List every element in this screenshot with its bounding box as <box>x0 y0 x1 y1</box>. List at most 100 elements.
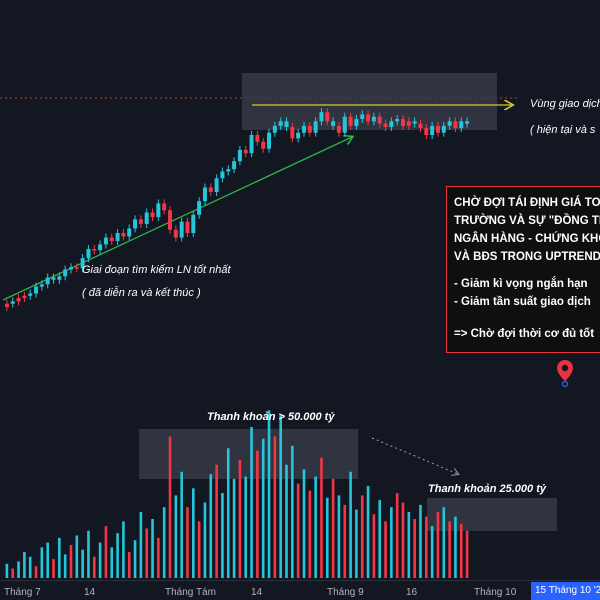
price-candle <box>191 214 196 234</box>
volume-bar <box>110 547 114 578</box>
volume-bar <box>285 464 288 578</box>
volume-bar <box>98 542 102 578</box>
volume-bar <box>459 523 463 578</box>
uptrend-arrow <box>2 137 352 301</box>
price-candle <box>144 212 149 224</box>
price-candle <box>4 303 9 308</box>
volume-bar <box>320 457 323 578</box>
volume-bar <box>186 507 189 578</box>
volume-bar <box>197 521 201 578</box>
volume-bar <box>419 504 422 578</box>
volume-bar <box>122 521 125 578</box>
volume-bar <box>430 526 434 578</box>
price-candle <box>68 267 73 270</box>
volume-bar <box>279 415 282 578</box>
x-tick: Tháng 10 <box>474 587 517 598</box>
volume-bar <box>267 410 271 578</box>
price-candle <box>371 116 376 122</box>
price-candle <box>354 119 359 126</box>
volume-bar <box>203 502 207 578</box>
price-candle <box>441 125 446 133</box>
volume-bar <box>162 507 166 578</box>
price-candle <box>360 114 365 120</box>
volume-bar <box>226 448 230 578</box>
volume-bar <box>5 563 9 578</box>
price-candle <box>86 249 91 259</box>
price-candle <box>127 228 132 237</box>
volume-bar <box>331 478 335 578</box>
price-candle <box>377 116 382 124</box>
volume-bar <box>407 511 411 578</box>
price-candle <box>424 128 429 135</box>
volume-bar <box>436 511 440 578</box>
volume-bar <box>261 438 265 578</box>
price-candle <box>98 244 103 251</box>
price-candle <box>272 125 277 133</box>
price-candle <box>237 149 242 162</box>
price-candle <box>133 219 138 229</box>
volume-bar <box>221 493 224 578</box>
price-candle <box>348 116 353 126</box>
volume-bar <box>75 535 79 578</box>
volume-bar <box>116 533 119 578</box>
price-candle <box>278 121 283 126</box>
volume-bar <box>139 511 143 578</box>
volume-bar <box>296 483 300 578</box>
volume-bar <box>465 530 469 578</box>
price-candle <box>162 203 167 211</box>
price-candle <box>156 203 161 218</box>
volume-bar <box>390 507 393 578</box>
volume-bar <box>448 521 451 578</box>
volume-bar <box>192 488 195 578</box>
volume-bar <box>395 493 399 578</box>
price-candle <box>447 121 452 126</box>
time-axis[interactable]: Tháng 7 14 Tháng Tám 14 Tháng 9 16 Tháng… <box>0 580 600 600</box>
volume-bar <box>425 516 428 578</box>
note-line: TRƯỜNG VÀ SỰ "ĐỒNG THU <box>454 215 600 227</box>
volume-bar <box>250 426 253 578</box>
price-candle <box>185 221 190 234</box>
price-candle <box>284 121 289 128</box>
price-candle <box>109 237 114 242</box>
price-candle <box>366 114 371 122</box>
volume-bar <box>17 561 20 578</box>
volume-bar <box>238 460 242 578</box>
x-tick: Tháng 7 <box>4 587 41 598</box>
volume-bar <box>151 519 154 578</box>
price-candle <box>16 298 21 302</box>
high-liquidity-box <box>139 429 358 479</box>
volume-bar <box>40 547 44 578</box>
volume-bar <box>442 507 446 578</box>
volume-bar <box>46 542 49 578</box>
volume-bar <box>52 559 55 578</box>
price-candle <box>179 221 184 238</box>
volume-bar <box>256 450 259 578</box>
note-line: - Giảm tần suất giao dịch <box>454 296 591 308</box>
price-candle <box>336 125 341 133</box>
price-candle <box>301 125 306 133</box>
price-candle <box>319 112 324 122</box>
price-candle <box>22 295 27 299</box>
volume-bar <box>273 436 277 578</box>
low-liquidity-box <box>427 498 557 531</box>
strategy-note-box: CHỜ ĐỢI TÁI ĐỊNH GIÁ TOÀN TRƯỜNG VÀ SỰ "… <box>446 186 600 353</box>
x-tick: Tháng 9 <box>327 587 364 598</box>
price-candle <box>261 141 266 149</box>
volume-bars <box>5 410 469 578</box>
price-candle <box>430 125 435 135</box>
price-candle <box>226 169 231 172</box>
price-candle <box>74 267 79 269</box>
x-tick: 16 <box>406 587 418 598</box>
note-line: - Giảm kì vọng ngắn hạn <box>454 278 588 290</box>
price-candle <box>80 258 85 269</box>
volume-bar <box>308 490 312 578</box>
price-candle <box>51 277 56 280</box>
price-candle <box>383 123 388 128</box>
trading-zone-sublabel: ( hiện tại và s <box>530 124 596 136</box>
price-candle <box>214 178 219 192</box>
volume-bar <box>209 474 213 578</box>
price-candle <box>10 301 15 304</box>
price-candle <box>401 119 406 126</box>
volume-bar <box>180 471 183 578</box>
volume-bar <box>34 566 38 578</box>
